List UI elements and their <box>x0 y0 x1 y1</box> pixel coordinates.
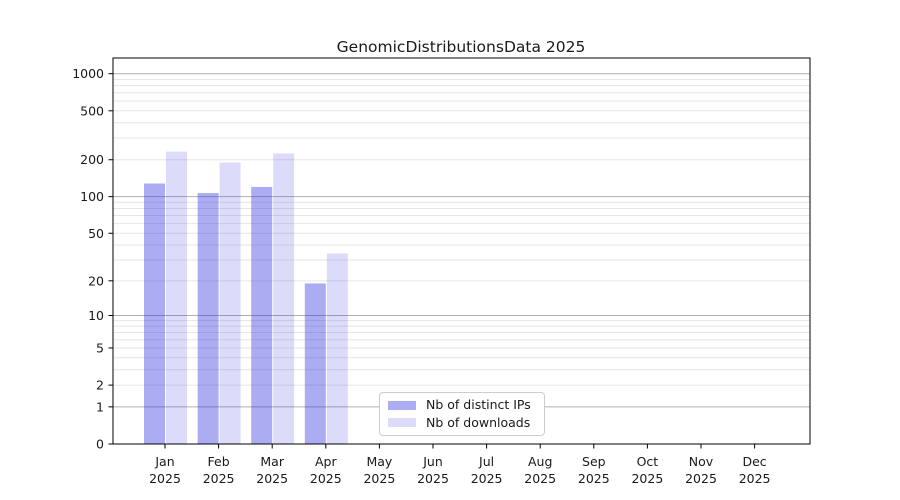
x-tick-label-month: Oct <box>637 454 659 469</box>
bar-distinct-ips-feb <box>197 193 219 444</box>
x-tick-label-year: 2025 <box>203 471 235 486</box>
y-tick-label: 200 <box>80 152 104 167</box>
legend-item-distinct-ips: Nb of distinct IPs <box>388 397 536 412</box>
y-tick-label: 1000 <box>72 66 104 81</box>
x-tick-label-month: Dec <box>742 454 766 469</box>
x-tick-label-year: 2025 <box>631 471 663 486</box>
bar-downloads-apr <box>326 253 348 444</box>
x-tick-label-year: 2025 <box>739 471 771 486</box>
x-tick-label-year: 2025 <box>256 471 288 486</box>
x-tick-label-year: 2025 <box>149 471 181 486</box>
chart-title: GenomicDistributionsData 2025 <box>337 38 586 56</box>
y-tick-label: 500 <box>80 103 104 118</box>
x-tick-label-month: Mar <box>260 454 284 469</box>
x-tick-label-month: Aug <box>528 454 552 469</box>
x-tick-label-month: Feb <box>208 454 230 469</box>
x-tick-label-year: 2025 <box>363 471 395 486</box>
x-tick-label-year: 2025 <box>417 471 449 486</box>
x-tick-label-year: 2025 <box>524 471 556 486</box>
y-tick-label: 20 <box>88 273 104 288</box>
y-tick-label: 0 <box>96 437 104 452</box>
x-tick-label-month: Jun <box>422 454 443 469</box>
x-tick-label-year: 2025 <box>310 471 342 486</box>
x-tick-label-month: May <box>366 454 392 469</box>
y-tick-label: 50 <box>88 226 104 241</box>
x-tick-label-year: 2025 <box>471 471 503 486</box>
y-tick-label: 1 <box>96 399 104 414</box>
legend-swatch-distinct-ips <box>388 400 416 410</box>
bar-distinct-ips-mar <box>251 186 273 445</box>
x-tick-label-year: 2025 <box>685 471 717 486</box>
legend-label-distinct-ips: Nb of distinct IPs <box>426 397 531 412</box>
y-tick-label: 100 <box>80 189 104 204</box>
y-tick-label: 5 <box>96 340 104 355</box>
legend: Nb of distinct IPs Nb of downloads <box>379 392 545 436</box>
bar-distinct-ips-jan <box>144 183 165 445</box>
x-tick-label-month: Jul <box>478 454 494 469</box>
legend-label-downloads: Nb of downloads <box>426 414 531 430</box>
plot-border <box>112 57 811 445</box>
y-tick-label: 10 <box>88 308 104 323</box>
bar-downloads-feb <box>219 162 241 444</box>
bar-distinct-ips-apr <box>304 283 326 444</box>
bar-downloads-jan <box>166 151 187 444</box>
bar-downloads-mar <box>273 153 295 444</box>
legend-item-downloads: Nb of downloads <box>388 414 536 430</box>
x-tick-label-month: Nov <box>689 454 714 469</box>
y-tick-label: 2 <box>96 378 104 393</box>
x-tick-label-month: Apr <box>315 454 337 469</box>
x-tick-label-month: Sep <box>582 454 606 469</box>
x-tick-label-month: Jan <box>154 454 174 469</box>
legend-swatch-downloads <box>388 418 416 428</box>
x-tick-label-year: 2025 <box>578 471 610 486</box>
